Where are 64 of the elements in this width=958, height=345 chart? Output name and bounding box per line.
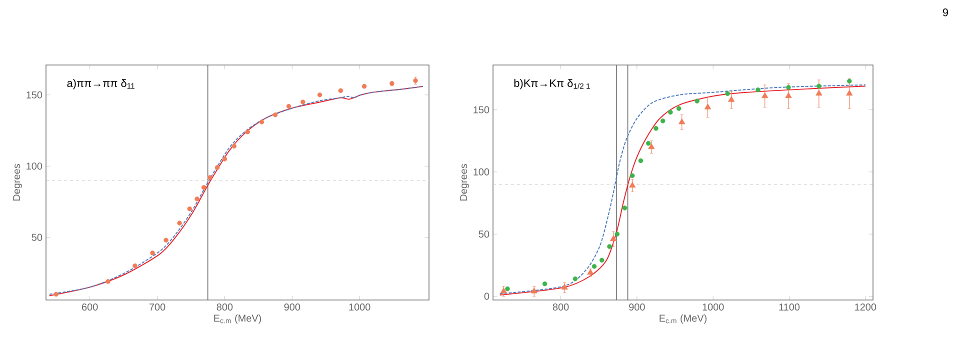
x-tick-label: 700 — [149, 304, 166, 311]
point — [607, 244, 612, 249]
point — [629, 182, 636, 188]
x-axis-title: E$_{c.m}$ (MeV) — [214, 314, 262, 324]
point — [194, 196, 200, 202]
y-axis-title: Degrees — [460, 164, 470, 201]
point — [660, 118, 666, 124]
point — [622, 206, 628, 210]
point — [756, 87, 760, 92]
point — [694, 98, 700, 104]
point — [648, 143, 655, 150]
point — [816, 84, 822, 89]
point — [678, 118, 686, 124]
point — [530, 288, 538, 294]
point — [728, 96, 735, 102]
x-tick-label: 900 — [284, 304, 300, 311]
text: 9 — [942, 8, 948, 16]
text: a)ππ→ππ δ$_{11}$ — [67, 78, 134, 90]
y-tick-label: 150 — [474, 106, 490, 114]
point — [54, 292, 59, 297]
x-tick-label: 800 — [216, 304, 233, 311]
x-tick-label: 1000 — [702, 304, 724, 311]
point — [187, 206, 192, 212]
point — [600, 258, 604, 263]
point — [561, 284, 568, 290]
point — [587, 268, 594, 275]
x-tick-label: 1200 — [855, 304, 876, 311]
point — [785, 92, 792, 98]
point — [500, 288, 507, 294]
y-tick-label: 100 — [474, 168, 490, 176]
point — [362, 84, 367, 89]
point — [762, 92, 768, 98]
point — [572, 276, 578, 282]
y-tick-label: 50 — [478, 230, 490, 238]
point — [164, 238, 168, 243]
point — [654, 126, 658, 131]
point — [816, 90, 822, 96]
y-tick-label: 100 — [26, 162, 42, 170]
point — [592, 264, 597, 269]
point — [610, 235, 617, 242]
x-tick-label: 1000 — [349, 304, 370, 311]
point — [232, 144, 237, 149]
text: b)Kπ→Kπ δ$_{1/2 1}$ — [514, 78, 590, 90]
x-tick-label: 600 — [82, 304, 98, 311]
point — [725, 91, 730, 96]
x-tick-label: 800 — [552, 304, 569, 311]
point — [132, 263, 138, 268]
point — [338, 88, 344, 94]
point — [638, 158, 644, 164]
x-tick-label: 1100 — [779, 304, 800, 311]
y-axis-title: Degrees — [13, 164, 22, 201]
point — [542, 281, 548, 286]
point — [614, 232, 620, 236]
point — [272, 112, 278, 118]
x-axis-title: E$_{c.m}$ (MeV) — [660, 314, 707, 324]
point — [286, 104, 292, 109]
y-tick-label: 0 — [484, 292, 490, 300]
point — [676, 106, 682, 111]
y-tick-label: 150 — [26, 91, 42, 98]
point — [846, 90, 853, 96]
x-tick-label: 900 — [629, 304, 645, 311]
y-tick-label: 50 — [32, 234, 42, 241]
point — [704, 103, 712, 110]
point — [668, 110, 673, 115]
